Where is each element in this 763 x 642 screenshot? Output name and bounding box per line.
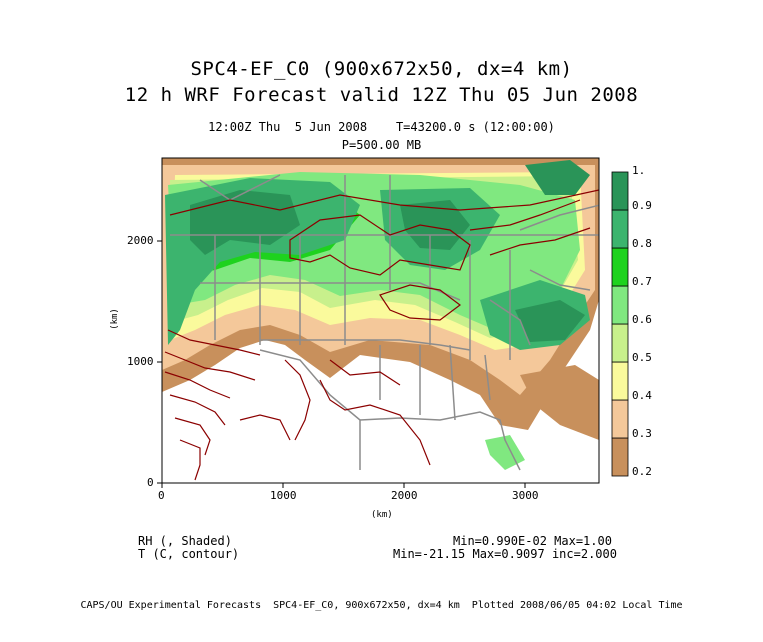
colorbar-label-0.3: 0.3 (632, 427, 652, 440)
rh-dark-green-region-ne (525, 160, 590, 195)
map-plot-area (162, 158, 599, 483)
colorbar-label-0.6: 0.6 (632, 313, 652, 326)
contour-field-label: T (C, contour) (138, 547, 240, 561)
colorbar-label-0.2: 0.2 (632, 465, 652, 478)
colorbar-segment (611, 361, 629, 401)
state-boundaries (170, 174, 599, 471)
colorbar-segment (611, 209, 629, 249)
x-tick-3000: 3000 (512, 489, 539, 502)
rh-gulf-tan (520, 365, 599, 440)
plot-footer: CAPS/OU Experimental Forecasts SPC4-EF_C… (80, 600, 683, 611)
shaded-field-stats: Min=0.990E-02 Max=1.00 (453, 534, 612, 548)
pressure-level-subtitle: P=500.00 MB (341, 138, 422, 152)
temperature-contours (164, 189, 599, 481)
rh-dark-green-region-se (515, 300, 585, 342)
contour-field-stats: Min=-21.15 Max=0.9097 inc=2.000 (393, 547, 617, 561)
colorbar-segment (611, 171, 629, 211)
map-frame (161, 157, 600, 484)
colorbar (611, 171, 629, 477)
x-axis-label: (km) (371, 510, 393, 520)
colorbar-segment (611, 285, 629, 325)
colorbar-segment (611, 323, 629, 363)
colorbar-label-0.7: 0.7 (632, 275, 652, 288)
chart-title-line1: SPC4-EF_C0 (900x672x50, dx=4 km) (190, 58, 573, 80)
x-tick-2000: 2000 (391, 489, 418, 502)
rh-dark-green-region-nw (190, 190, 300, 255)
colorbar-label-1: 1. (632, 164, 646, 177)
y-tick-1000: 1000 (127, 355, 154, 368)
colorbar-label-0.8: 0.8 (632, 237, 652, 250)
colorbar-segment (611, 247, 629, 287)
axis-ticks (157, 240, 526, 488)
x-tick-0: 0 (158, 489, 165, 502)
rh-dark-green-region-central (400, 200, 470, 250)
y-tick-0: 0 (147, 476, 154, 489)
colorbar-label-0.4: 0.4 (632, 389, 652, 402)
x-tick-1000: 1000 (270, 489, 297, 502)
rh-shaded-field (162, 158, 599, 470)
valid-time-subtitle: 12:00Z Thu 5 Jun 2008 T=43200.0 s (12:00… (208, 120, 555, 134)
y-tick-2000: 2000 (127, 234, 154, 247)
colorbar-segment (611, 437, 629, 477)
colorbar-label-0.5: 0.5 (632, 351, 652, 364)
shaded-field-label: RH (, Shaded) (138, 534, 232, 548)
chart-title-line2: 12 h WRF Forecast valid 12Z Thu 05 Jun 2… (124, 84, 639, 106)
y-axis-label: (km) (109, 308, 120, 330)
colorbar-label-0.9: 0.9 (632, 199, 652, 212)
colorbar-segment (611, 399, 629, 439)
